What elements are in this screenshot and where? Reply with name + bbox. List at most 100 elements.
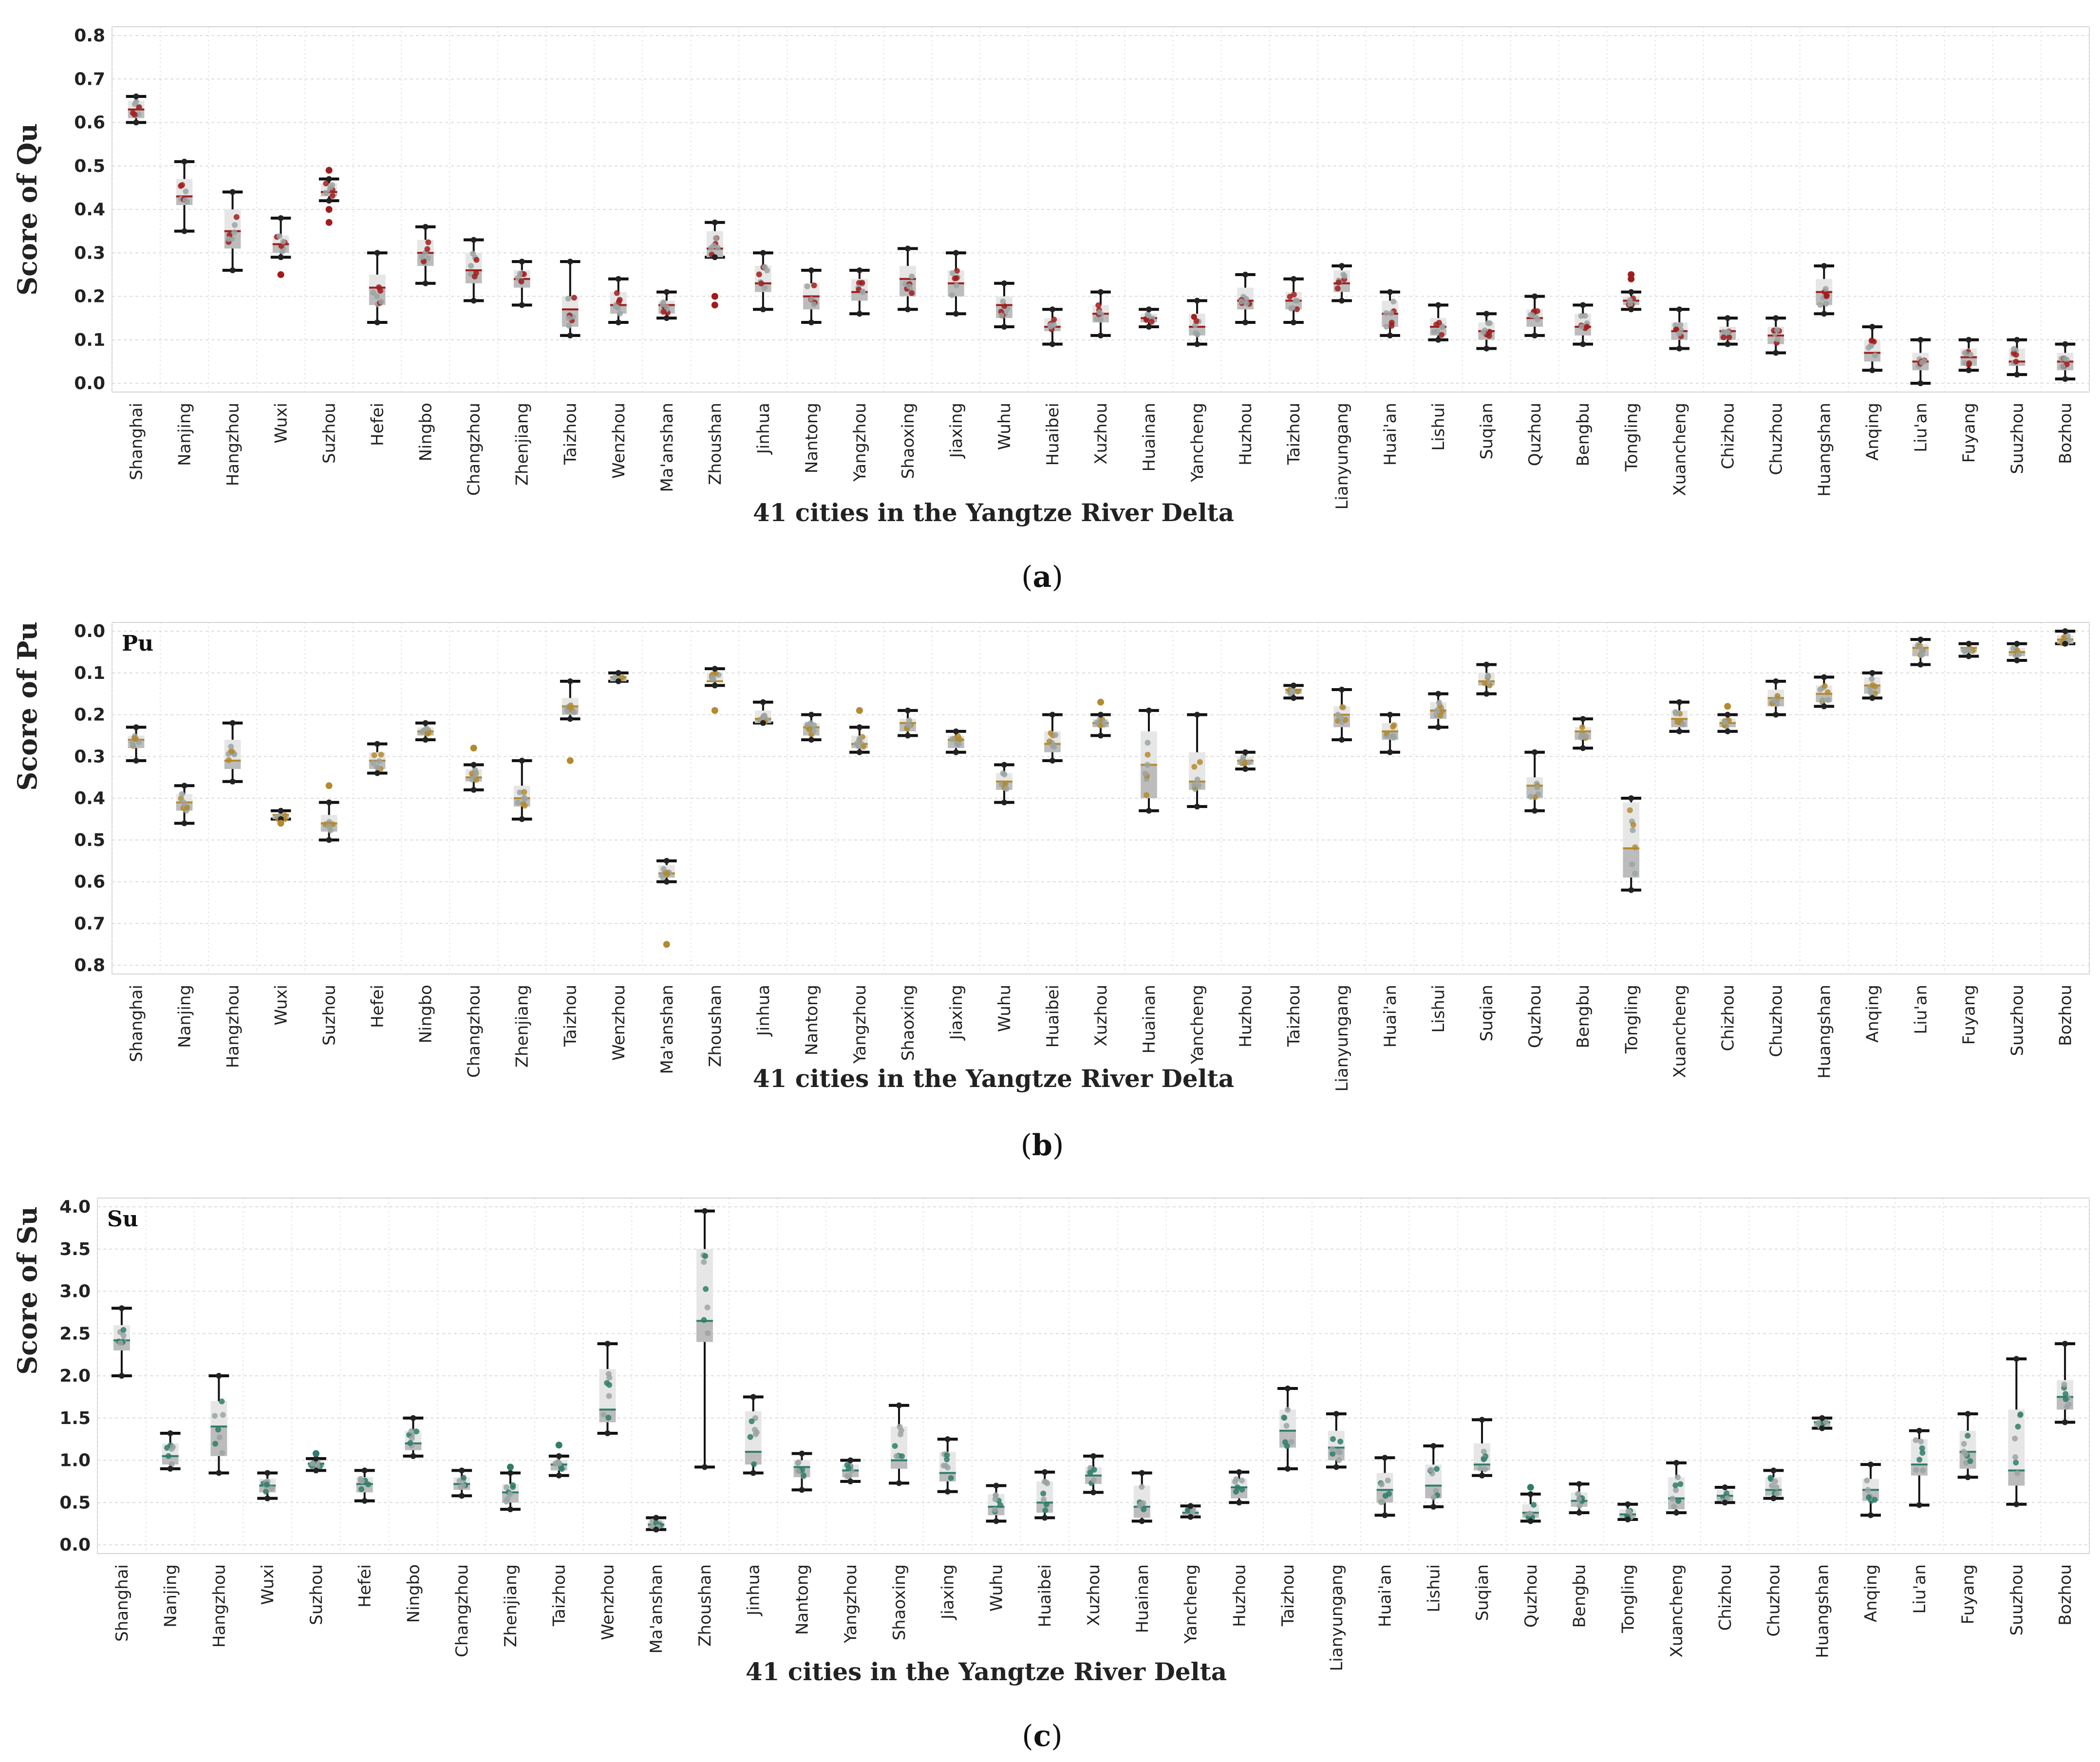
category-label: Liu'an (1911, 403, 1931, 452)
sample-point (262, 1488, 269, 1495)
sample-point (1630, 822, 1636, 828)
sample-point (229, 267, 236, 273)
box-29 (1524, 293, 1545, 338)
sample-point (811, 301, 817, 307)
sample-point (1916, 1427, 1922, 1434)
category-label: Fuyang (1959, 1564, 1978, 1624)
sample-point (1869, 670, 1875, 676)
sample-point (1142, 770, 1148, 777)
sample-point (1433, 1488, 1439, 1494)
sample-point (1527, 1491, 1534, 1497)
sample-point (1330, 1436, 1336, 1442)
sample-point (1677, 1481, 1684, 1487)
sample-point (473, 777, 480, 783)
sample-point (855, 743, 862, 750)
sample-point (1916, 1502, 1922, 1508)
sample-point (1289, 305, 1295, 311)
box-17 (937, 1436, 958, 1495)
category-label: Changzhou (452, 1564, 472, 1657)
sample-point (521, 789, 527, 795)
box-28 (1476, 311, 1497, 352)
sample-point (1480, 329, 1486, 336)
category-label: Wenzhou (609, 985, 629, 1061)
sample-point (604, 1380, 610, 1386)
sample-point (1824, 689, 1831, 695)
sample-point (1819, 1415, 1825, 1421)
category-label: Suzhou (320, 985, 339, 1046)
sample-point (1726, 334, 1732, 340)
sample-point (2062, 1391, 2069, 1397)
sample-point (1098, 732, 1104, 739)
box-21 (1131, 1470, 1152, 1524)
box-23 (1235, 271, 1256, 326)
category-label: Quzhou (1521, 1564, 1541, 1628)
sample-point (1051, 744, 1057, 750)
category-label: Nantong (792, 1564, 812, 1635)
sample-point (1388, 322, 1395, 329)
caption-b: (b) (1021, 1128, 1064, 1162)
box-10 (597, 1341, 618, 1436)
sample-point (1916, 1457, 1923, 1463)
box-38 (1958, 640, 1979, 659)
sample-point (378, 299, 384, 305)
box-15 (840, 1457, 861, 1484)
box-lower (696, 1321, 713, 1342)
sample-point (313, 1467, 319, 1474)
sample-point (215, 1426, 221, 1433)
sample-point (507, 1506, 513, 1513)
y-tick-label: 1.0 (59, 1451, 91, 1471)
sample-point (1774, 1491, 1780, 1497)
category-label: Chuzhou (1766, 985, 1786, 1057)
sample-point (181, 228, 188, 234)
sample-point (136, 104, 142, 111)
sample-point (953, 250, 959, 256)
y-axis-title: Score of Pu (12, 621, 43, 790)
sample-point (133, 757, 139, 764)
sample-point (1087, 1469, 1093, 1476)
category-label: Shanghai (127, 985, 147, 1062)
sample-point (893, 1453, 900, 1460)
sample-point (1285, 1406, 1291, 1413)
sample-point (519, 302, 525, 308)
sample-point (1627, 807, 1633, 813)
category-label: Liu'an (1910, 1564, 1930, 1614)
sample-point (606, 1393, 612, 1399)
category-label: Wuhu (995, 985, 1014, 1032)
sample-point (374, 293, 380, 300)
category-label: Lianyungang (1332, 985, 1352, 1092)
sample-point (1387, 749, 1393, 755)
y-tick-label: 2.0 (59, 1366, 91, 1386)
sample-point (181, 820, 188, 826)
y-tick-label: 0.0 (74, 374, 105, 394)
sample-point (1194, 776, 1200, 783)
box-13 (743, 1394, 764, 1476)
sample-point (856, 749, 862, 755)
sample-point (133, 98, 139, 105)
sample-point (507, 1491, 513, 1498)
y-tick-label: 0.5 (74, 156, 105, 176)
sample-point (413, 1428, 420, 1435)
sample-point (2060, 363, 2066, 370)
sample-point (944, 1436, 951, 1443)
sample-point (1872, 1497, 1878, 1503)
sample-point (268, 1485, 275, 1492)
sample-point (1194, 804, 1200, 810)
category-label: Suqian (1477, 985, 1497, 1042)
sample-point (1961, 1441, 1967, 1447)
box-32 (1666, 1460, 1687, 1516)
sample-point (470, 237, 477, 243)
sample-point (751, 1461, 757, 1467)
sample-point (1576, 1496, 1582, 1502)
category-label: Huzhou (1230, 1564, 1249, 1627)
sample-point (604, 1341, 611, 1347)
category-label: Huzhou (1236, 403, 1256, 466)
sample-point (659, 301, 666, 307)
sample-point (1815, 1420, 1821, 1426)
sample-point (1382, 1512, 1388, 1518)
box-24 (1283, 276, 1304, 326)
sample-point (904, 306, 911, 313)
category-label: Taizhou (1284, 403, 1304, 465)
sample-point (1042, 1469, 1048, 1475)
box-31 (1621, 289, 1642, 313)
sample-point (1283, 1423, 1290, 1429)
